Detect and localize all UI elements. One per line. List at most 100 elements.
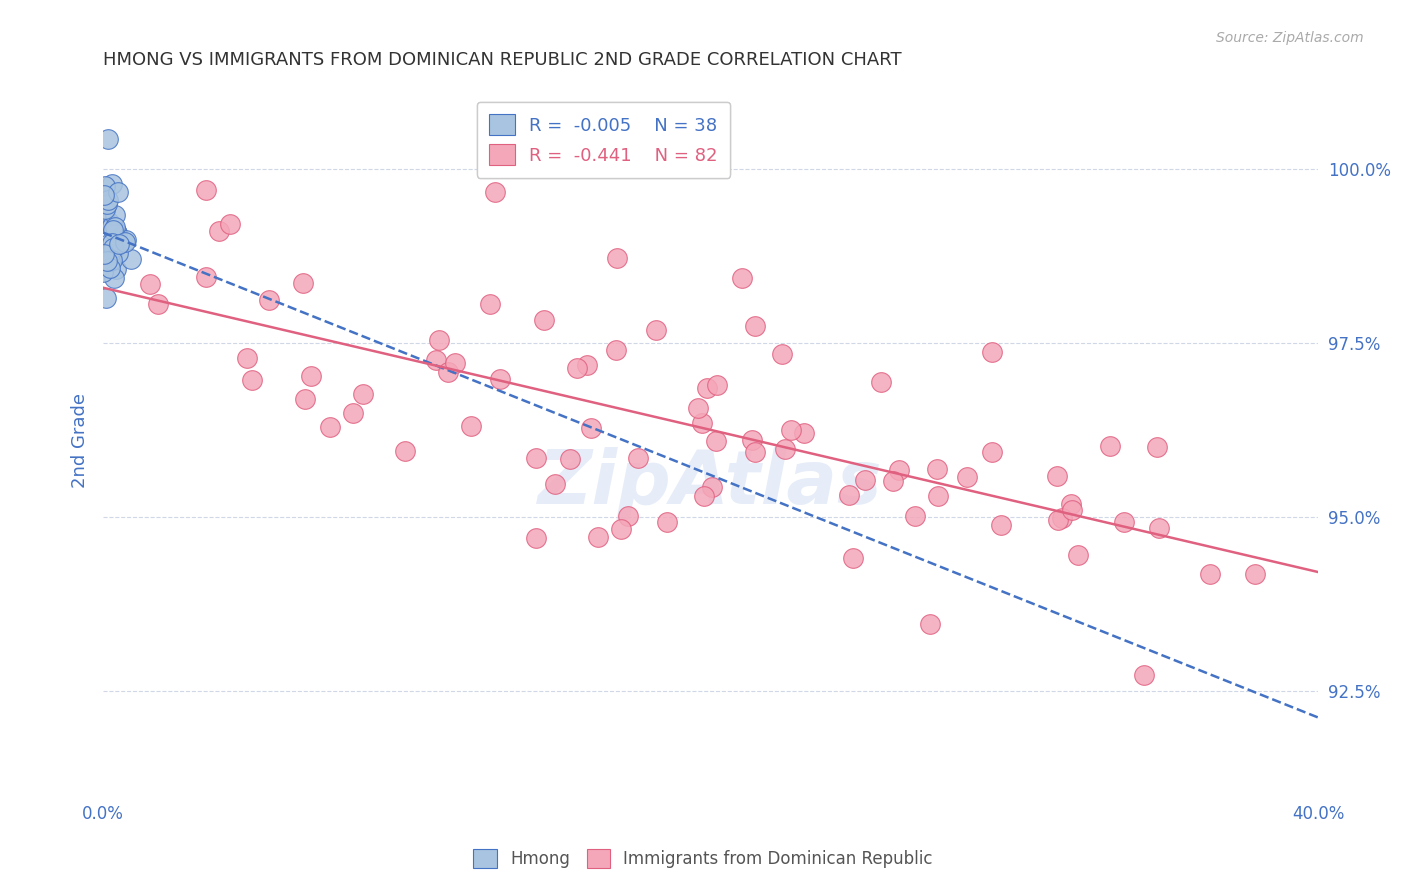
Point bbox=[775, 442, 797, 456]
Point bbox=[97, 131, 120, 145]
Y-axis label: 2nd Grade: 2nd Grade bbox=[72, 393, 89, 488]
Point bbox=[107, 185, 129, 199]
Point bbox=[731, 270, 754, 285]
Point bbox=[565, 360, 588, 375]
Point bbox=[105, 226, 128, 240]
Point bbox=[104, 208, 127, 222]
Point bbox=[853, 473, 876, 487]
Point bbox=[696, 381, 718, 395]
Point bbox=[558, 451, 581, 466]
Point bbox=[918, 617, 941, 632]
Point bbox=[606, 251, 628, 265]
Point bbox=[744, 444, 766, 458]
Point bbox=[352, 386, 374, 401]
Point bbox=[319, 419, 342, 434]
Point bbox=[115, 233, 138, 247]
Legend: Hmong, Immigrants from Dominican Republic: Hmong, Immigrants from Dominican Republi… bbox=[467, 842, 939, 875]
Point bbox=[427, 333, 450, 347]
Point bbox=[96, 253, 118, 268]
Point bbox=[437, 365, 460, 379]
Point bbox=[114, 235, 136, 249]
Point bbox=[96, 238, 118, 252]
Point bbox=[882, 474, 904, 488]
Point bbox=[690, 416, 713, 430]
Point bbox=[107, 245, 129, 260]
Point bbox=[1060, 503, 1083, 517]
Point bbox=[927, 489, 949, 503]
Point bbox=[96, 291, 118, 305]
Point bbox=[645, 323, 668, 337]
Point bbox=[120, 252, 142, 267]
Point bbox=[98, 215, 121, 229]
Point bbox=[108, 236, 131, 251]
Point bbox=[526, 450, 548, 465]
Point bbox=[101, 177, 124, 191]
Point bbox=[101, 241, 124, 255]
Point bbox=[97, 194, 120, 208]
Point bbox=[1198, 567, 1220, 582]
Point bbox=[93, 188, 115, 202]
Point bbox=[98, 254, 121, 268]
Point bbox=[299, 368, 322, 383]
Point bbox=[98, 241, 121, 255]
Point bbox=[105, 262, 128, 277]
Point bbox=[581, 421, 603, 435]
Point bbox=[100, 219, 122, 233]
Point bbox=[94, 245, 117, 260]
Point bbox=[219, 217, 242, 231]
Point bbox=[103, 223, 125, 237]
Point bbox=[342, 406, 364, 420]
Point bbox=[444, 356, 467, 370]
Point bbox=[240, 372, 263, 386]
Point bbox=[93, 202, 115, 216]
Point bbox=[291, 277, 314, 291]
Point bbox=[704, 434, 727, 448]
Point bbox=[425, 353, 447, 368]
Point bbox=[887, 463, 910, 477]
Point bbox=[94, 179, 117, 194]
Point bbox=[744, 319, 766, 334]
Point bbox=[484, 186, 506, 200]
Point bbox=[1133, 667, 1156, 681]
Point bbox=[770, 347, 793, 361]
Point bbox=[1114, 516, 1136, 530]
Point bbox=[1060, 497, 1083, 511]
Point bbox=[927, 461, 949, 475]
Point bbox=[103, 219, 125, 234]
Point bbox=[793, 426, 815, 441]
Point bbox=[655, 515, 678, 529]
Point bbox=[103, 271, 125, 285]
Point bbox=[94, 204, 117, 219]
Point bbox=[524, 531, 547, 545]
Point bbox=[194, 183, 217, 197]
Point bbox=[98, 260, 121, 275]
Text: ZipAtlas: ZipAtlas bbox=[538, 447, 883, 520]
Point bbox=[1067, 548, 1090, 562]
Point bbox=[1243, 566, 1265, 581]
Point bbox=[693, 489, 716, 503]
Point bbox=[146, 297, 169, 311]
Point bbox=[101, 236, 124, 251]
Point bbox=[609, 522, 631, 536]
Point bbox=[741, 433, 763, 447]
Point bbox=[1050, 511, 1073, 525]
Point bbox=[93, 265, 115, 279]
Point bbox=[489, 372, 512, 386]
Point bbox=[700, 480, 723, 494]
Point bbox=[605, 343, 627, 357]
Point bbox=[533, 313, 555, 327]
Point bbox=[1047, 513, 1070, 527]
Point bbox=[257, 293, 280, 307]
Point bbox=[627, 450, 650, 465]
Text: HMONG VS IMMIGRANTS FROM DOMINICAN REPUBLIC 2ND GRADE CORRELATION CHART: HMONG VS IMMIGRANTS FROM DOMINICAN REPUB… bbox=[103, 51, 901, 69]
Legend: R =  -0.005    N = 38, R =  -0.441    N = 82: R = -0.005 N = 38, R = -0.441 N = 82 bbox=[477, 102, 730, 178]
Point bbox=[195, 269, 218, 284]
Point bbox=[904, 508, 927, 523]
Point bbox=[838, 488, 860, 502]
Point bbox=[1146, 440, 1168, 454]
Point bbox=[236, 351, 259, 365]
Point bbox=[688, 401, 710, 416]
Text: Source: ZipAtlas.com: Source: ZipAtlas.com bbox=[1216, 31, 1364, 45]
Point bbox=[980, 445, 1002, 459]
Point bbox=[1098, 438, 1121, 452]
